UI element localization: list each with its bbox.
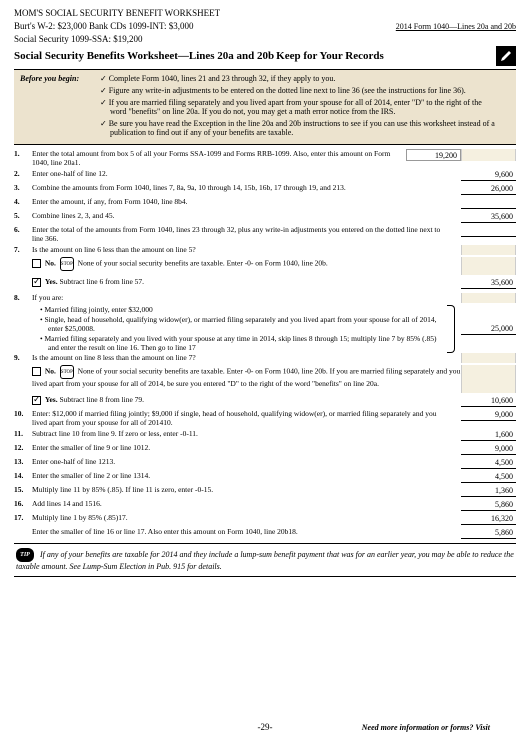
line-text: Enter the smaller of line 2 or line 1314… — [32, 471, 457, 480]
worksheet-body: 1. Enter the total amount from box 5 of … — [14, 149, 516, 577]
no-label: No. — [45, 259, 56, 268]
line8-bullet: Single, head of household, qualifying wi… — [40, 315, 447, 333]
line-num: 4. — [14, 197, 32, 206]
line-num: 12. — [14, 443, 32, 452]
line-text: Multiply line 11 by 85% (.85). If line 1… — [32, 485, 457, 494]
no-checkbox[interactable] — [32, 367, 41, 376]
before-item: Be sure you have read the Exception in t… — [100, 119, 500, 138]
line-text: Enter one-half of line 1213. — [32, 457, 457, 466]
page-reference: 2014 Form 1040—Lines 20a and 20b — [396, 22, 516, 32]
line-text: Subtract line 10 from line 9. If zero or… — [32, 429, 457, 438]
owner-title: MOM'S SOCIAL SECURITY BENEFIT WORKSHEET — [14, 8, 516, 19]
line16-value[interactable]: 5,860 — [461, 499, 516, 511]
worksheet-title: Social Security Benefits Worksheet—Lines… — [14, 50, 274, 62]
yes-checkbox[interactable] — [32, 396, 41, 405]
line9-no-text: None of your social security benefits ar… — [32, 367, 460, 388]
line-text: Multiply line 1 by 85% (.85)17. — [32, 513, 457, 522]
line7-yes-text: Subtract line 6 from line 57. — [59, 277, 144, 286]
line-text: If you are: — [32, 293, 461, 302]
yes-label: Yes. — [45, 395, 58, 404]
line-num: 7. — [14, 245, 32, 254]
line2-value[interactable]: 9,600 — [461, 169, 516, 181]
line5-value[interactable]: 35,600 — [461, 211, 516, 223]
line-num: 3. — [14, 183, 32, 192]
line10-value[interactable]: 9,000 — [461, 409, 516, 421]
line9-value[interactable]: 10,600 — [461, 395, 516, 407]
line6-value[interactable] — [461, 225, 516, 237]
stop-icon: STOP — [60, 365, 74, 379]
ssa-line: Social Security 1099-SSA: $19,200 — [14, 34, 516, 45]
line8-value[interactable]: 25,000 — [461, 323, 516, 335]
line-text: Combine the amounts from Form 1040, line… — [32, 183, 457, 192]
before-you-begin-box: Before you begin: Complete Form 1040, li… — [14, 69, 516, 145]
line-text: Add lines 14 and 1516. — [32, 499, 457, 508]
line14-value[interactable]: 4,500 — [461, 471, 516, 483]
line-num: 13. — [14, 457, 32, 466]
line-num: 1. — [14, 149, 32, 158]
line-text: Is the amount on line 8 less than the am… — [32, 353, 461, 362]
line-text: Enter: $12,000 if married filing jointly… — [32, 409, 457, 427]
line-text: Is the amount on line 6 less than the am… — [32, 245, 461, 254]
line18-text: Enter the smaller of line 16 or line 17.… — [32, 527, 457, 536]
line-num: 6. — [14, 225, 32, 234]
line13-value[interactable]: 4,500 — [461, 457, 516, 469]
line7-value[interactable]: 35,600 — [461, 277, 516, 289]
line-num: 11. — [14, 429, 32, 438]
line-num: 17. — [14, 513, 32, 522]
yes-checkbox[interactable] — [32, 278, 41, 287]
line18-value[interactable]: 5,860 — [461, 527, 516, 539]
no-checkbox[interactable] — [32, 259, 41, 268]
line3-value[interactable]: 26,000 — [461, 183, 516, 195]
line-num: 2. — [14, 169, 32, 178]
footer-more: Need more information or forms? Visit — [362, 723, 490, 733]
line17-value[interactable]: 16,320 — [461, 513, 516, 525]
line9-yes-text: Subtract line 8 from line 79. — [59, 395, 144, 404]
before-item: Figure any write-in adjustments to be en… — [100, 86, 500, 96]
line8-bullet: Married filing separately and you lived … — [40, 334, 447, 352]
line-num: 16. — [14, 499, 32, 508]
line-text: Enter the smaller of line 9 or line 1012… — [32, 443, 457, 452]
keep-records: Keep for Your Records — [276, 50, 384, 62]
tip-icon: TIP — [16, 548, 34, 562]
line-text: Enter one-half of line 12. — [32, 169, 457, 178]
line12-value[interactable]: 9,000 — [461, 443, 516, 455]
line11-value[interactable]: 1,600 — [461, 429, 516, 441]
line-num: 14. — [14, 471, 32, 480]
tip-text: If any of your benefits are taxable for … — [16, 550, 514, 571]
line-num: 9. — [14, 353, 32, 362]
line-num: 10. — [14, 409, 32, 418]
tip-box: TIP If any of your benefits are taxable … — [14, 543, 516, 577]
stop-icon: STOP — [60, 257, 74, 271]
before-item: If you are married filing separately and… — [100, 98, 500, 117]
yes-label: Yes. — [45, 277, 58, 286]
line-num: 15. — [14, 485, 32, 494]
line1-input[interactable]: 19,200 — [406, 149, 461, 161]
line4-value[interactable] — [461, 197, 516, 209]
line-text: Combine lines 2, 3, and 45. — [32, 211, 457, 220]
line8-bullet: Married filing jointly, enter $32,000 — [40, 305, 447, 314]
line-text: Enter the amount, if any, from Form 1040… — [32, 197, 457, 206]
pencil-icon — [496, 46, 516, 66]
line-text: Enter the total amount from box 5 of all… — [32, 149, 402, 167]
before-label: Before you begin: — [20, 74, 98, 84]
line7-no-text: None of your social security benefits ar… — [78, 259, 328, 268]
no-label: No. — [45, 367, 56, 376]
line-text: Enter the total of the amounts from Form… — [32, 225, 457, 243]
line-num: 5. — [14, 211, 32, 220]
line-num: 8. — [14, 293, 32, 302]
brace-icon — [447, 305, 455, 353]
before-item: Complete Form 1040, lines 21 and 23 thro… — [100, 74, 500, 84]
line15-value[interactable]: 1,360 — [461, 485, 516, 497]
